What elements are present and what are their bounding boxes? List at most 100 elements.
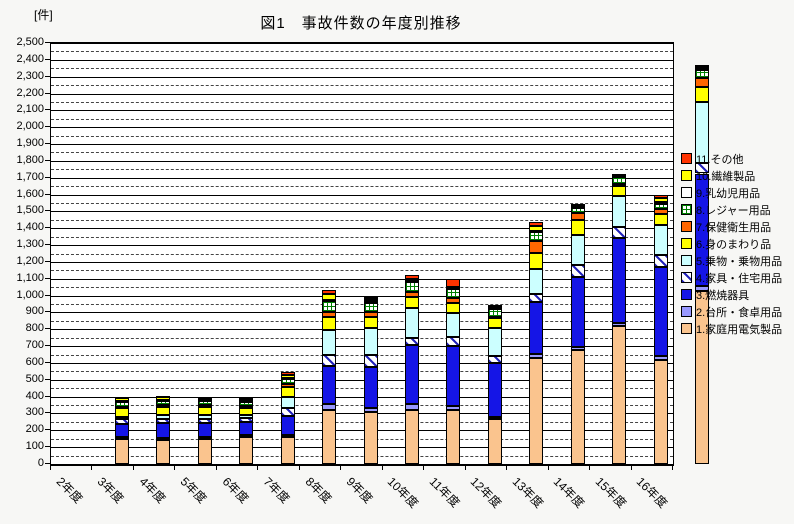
y-axis-tick <box>45 277 50 279</box>
bar-segment <box>446 410 461 464</box>
bar-segment <box>529 269 544 294</box>
bar-segment <box>529 221 544 226</box>
bar-segment <box>363 298 378 302</box>
bar-segment <box>322 293 337 300</box>
bar-segment <box>695 101 710 164</box>
y-axis-tick <box>45 361 50 363</box>
legend-item: 9.乳幼児用品 <box>681 184 782 201</box>
bar-segment <box>114 398 129 401</box>
bar-segment <box>156 405 171 408</box>
y-axis-label: 1,700 <box>16 170 44 183</box>
gridline-minor <box>51 68 673 70</box>
bar-segment <box>363 367 378 408</box>
y-axis-label: 900 <box>25 305 44 318</box>
bar-segment <box>446 405 461 411</box>
bar-segment <box>280 437 295 464</box>
legend-item: 5.乗物・乗物用品 <box>681 252 782 269</box>
y-axis-tick <box>45 193 50 195</box>
x-axis-tick <box>423 465 425 470</box>
y-axis-label: 300 <box>25 406 44 419</box>
gridline-minor <box>51 287 673 289</box>
x-axis-tick <box>132 465 134 470</box>
y-axis-tick <box>45 412 50 414</box>
bar-segment <box>695 69 710 72</box>
gridline-major <box>51 329 673 331</box>
gridline-minor <box>51 438 673 440</box>
bar-segment <box>156 437 171 440</box>
gridline-minor <box>51 388 673 390</box>
gridline-major <box>51 76 673 78</box>
x-axis-tick <box>174 465 176 470</box>
x-axis-label: 2年度 <box>53 474 86 507</box>
legend-swatch <box>681 221 692 232</box>
gridline-major <box>51 160 673 162</box>
bar-segment <box>653 266 668 357</box>
legend: 11.その他 10.繊維製品 9.乳幼児用品 8.レジャー用品 7.保健衛生用品 6.身の… <box>681 150 782 337</box>
legend-swatch <box>681 289 692 300</box>
y-axis-tick <box>45 210 50 212</box>
x-axis-label: 4年度 <box>136 474 168 507</box>
bar-segment <box>570 265 585 278</box>
bar-segment <box>363 301 378 304</box>
bar-segment <box>570 219 585 235</box>
bar-segment <box>529 225 544 231</box>
bar-segment <box>114 400 129 403</box>
bar-segment <box>280 416 295 436</box>
bar-segment <box>653 360 668 464</box>
bar-segment <box>653 208 668 214</box>
bar-segment <box>653 202 668 205</box>
y-axis-label: 1,200 <box>16 254 44 267</box>
gridline-minor <box>51 202 673 204</box>
bar-segment <box>405 404 419 411</box>
bar-segment <box>156 422 171 438</box>
legend-label: 8.レジャー用品 <box>696 204 771 217</box>
y-axis-tick <box>45 244 50 246</box>
bar-segment <box>529 230 544 233</box>
y-axis-label: 2,300 <box>16 69 44 82</box>
bar-segment <box>695 86 710 102</box>
y-axis-tick <box>45 395 50 397</box>
bar-segment <box>487 356 502 363</box>
bar-segment <box>363 354 378 368</box>
gridline-minor <box>51 354 673 356</box>
bar-segment <box>239 421 254 436</box>
x-axis-tick <box>257 465 259 470</box>
bar-segment <box>156 418 171 423</box>
bar-segment <box>197 415 212 419</box>
y-axis-tick <box>45 42 50 43</box>
legend-item: 7.保健衛生用品 <box>681 218 782 235</box>
y-axis-label: 2,500 <box>16 36 44 48</box>
bar-segment <box>487 306 502 309</box>
gridline-major <box>51 447 673 449</box>
legend-swatch <box>681 170 692 181</box>
bar-segment <box>280 387 295 397</box>
bar-segment <box>322 299 337 302</box>
bar-segment <box>487 304 502 307</box>
legend-swatch <box>681 306 692 317</box>
gridline-major <box>51 211 673 213</box>
bar-segment <box>529 232 544 241</box>
bar-segment <box>529 293 544 303</box>
x-axis-tick <box>298 465 300 470</box>
y-axis-label: 1,900 <box>16 137 44 150</box>
x-axis-tick <box>506 465 508 470</box>
gridline-major <box>51 430 673 432</box>
bar-segment <box>405 308 419 338</box>
bar-segment <box>239 406 254 409</box>
y-axis-tick <box>45 429 50 431</box>
x-axis-tick <box>630 465 632 470</box>
gridline-major <box>51 278 673 280</box>
gridline-major <box>51 245 673 247</box>
legend-item: 2.台所・食卓用品 <box>681 303 782 320</box>
gridline-minor <box>51 320 673 322</box>
y-axis-tick <box>45 227 50 229</box>
bar-segment <box>529 357 544 464</box>
y-axis-label: 1,800 <box>16 153 44 166</box>
bar-segment <box>570 203 585 206</box>
y-axis-tick <box>45 176 50 178</box>
plot-area <box>50 42 710 466</box>
bar-segment <box>156 400 171 402</box>
legend-item: 4.家具・住宅用品 <box>681 269 782 286</box>
bar-segment <box>612 173 627 176</box>
